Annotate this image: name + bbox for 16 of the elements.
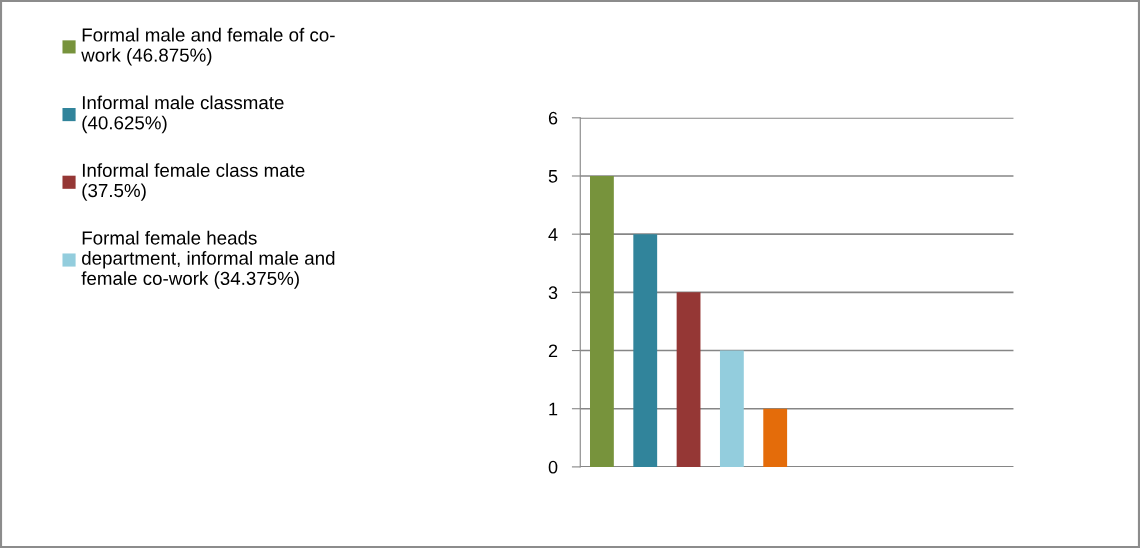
y-tick-label: 4	[548, 228, 558, 241]
legend-label: Informal female class mate (37.5%)	[82, 163, 305, 201]
y-tick-label: 3	[548, 286, 558, 300]
y-tick-label: 5	[548, 170, 558, 183]
bar	[719, 350, 744, 467]
bar	[590, 176, 614, 467]
legend-label: Formal male and female of co-work (46.875%)	[81, 27, 335, 66]
bar	[633, 234, 658, 467]
legend-label: Formal female heads department, informal male and female co-work (34.375%)	[81, 230, 335, 289]
y-tick-label: 6	[548, 111, 558, 125]
y-tick-label: 0	[548, 460, 558, 474]
bar	[676, 292, 701, 467]
legend-label: Informal male classmate (40.625%)	[82, 95, 284, 134]
bar	[763, 408, 788, 467]
y-tick-label: 2	[548, 344, 558, 358]
y-tick-label: 1	[549, 402, 558, 416]
